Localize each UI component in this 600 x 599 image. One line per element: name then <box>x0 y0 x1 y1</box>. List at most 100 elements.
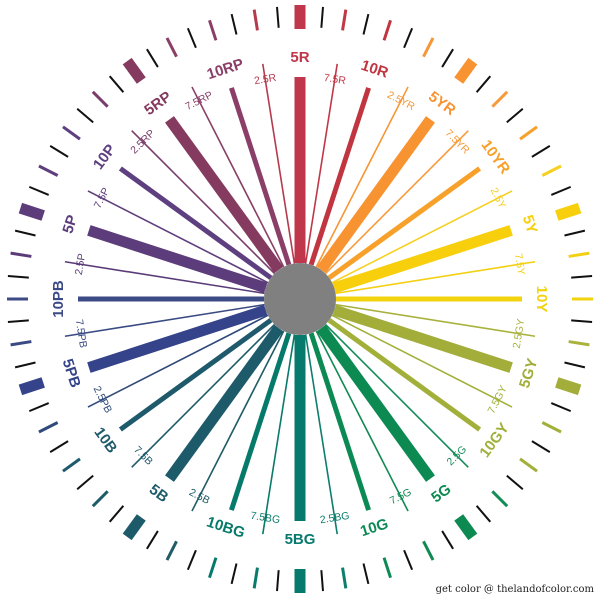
ring-tick <box>362 563 370 585</box>
hue-label-5yr: 5YR <box>425 88 459 119</box>
spoke-7-5b <box>131 323 276 468</box>
outer-hue-bar-5rp <box>122 57 146 84</box>
ring-tick <box>230 563 238 585</box>
spoke-10r <box>308 87 371 266</box>
spoke-5b <box>165 324 284 482</box>
spoke-2-5p <box>64 260 265 295</box>
hue-label-7-5r: 7.5R <box>323 72 347 87</box>
outer-hue-tick-2-5yr <box>422 37 435 58</box>
outer-hue-tick-7-5pb <box>10 340 32 347</box>
hue-label-5gy: 5GY <box>516 356 541 390</box>
hue-label-5rp: 5RP <box>141 88 175 119</box>
ring-tick <box>28 402 50 413</box>
ring-tick <box>475 505 492 523</box>
spoke-2-5b <box>191 330 285 512</box>
hue-label-10y: 10Y <box>533 286 550 313</box>
outer-hue-bar-5y <box>555 202 582 221</box>
outer-hue-tick-7-5bg <box>252 567 259 589</box>
ring-tick <box>441 48 454 68</box>
outer-hue-tick-7-5g <box>422 540 435 561</box>
outer-hue-tick-7-5b <box>91 490 109 508</box>
hue-label-5pb: 5PB <box>59 357 84 390</box>
spoke-7-5pb <box>64 303 265 338</box>
spoke-2-5g <box>324 323 469 468</box>
spoke-7-5yr <box>324 130 469 275</box>
spoke-7-5gy <box>331 314 513 408</box>
outer-hue-tick-2-5rp <box>91 90 109 108</box>
ring-tick <box>441 530 454 550</box>
hue-label-5y: 5Y <box>519 213 541 236</box>
spoke-7-5g <box>315 330 409 512</box>
outer-hue-tick-10r <box>382 19 392 41</box>
ring-tick <box>230 13 238 35</box>
ring-tick <box>28 185 50 196</box>
ring-tick <box>564 229 586 237</box>
ring-tick <box>531 440 551 453</box>
ring-tick <box>571 275 593 279</box>
outer-hue-tick-2-5r <box>252 9 259 31</box>
outer-hue-tick-10gy <box>519 457 538 473</box>
outer-hue-tick-7-5p <box>38 164 59 177</box>
hue-label-10p: 10P <box>90 141 119 173</box>
outer-hue-bar-5p <box>18 202 45 221</box>
ring-tick <box>531 145 551 158</box>
outer-hue-tick-2-5bg <box>341 567 348 589</box>
spoke-2-5r <box>261 63 296 264</box>
ring-tick <box>506 474 524 491</box>
ring-tick <box>320 570 324 592</box>
spoke-2-5rp <box>131 130 276 275</box>
hue-label-10bg: 10BG <box>204 514 247 542</box>
hue-label-10rp: 10RP <box>205 55 246 83</box>
outer-tick-ring <box>7 5 593 593</box>
ring-tick <box>108 505 125 523</box>
outer-hue-bar-5gy <box>555 377 582 396</box>
ring-tick <box>550 402 572 413</box>
spoke-7-5rp <box>191 86 285 268</box>
hue-label-10yr: 10YR <box>477 137 513 177</box>
hue-label-10pb: 10PB <box>50 280 67 318</box>
spoke-5y <box>332 225 513 294</box>
hue-label-7-5bg: 7.5BG <box>250 510 281 527</box>
hue-label-5g: 5G <box>428 481 454 507</box>
ring-tick <box>7 275 29 279</box>
ring-tick <box>403 549 414 571</box>
spoke-10gy <box>327 318 482 432</box>
spoke-2-5yr <box>315 86 409 268</box>
outer-hue-bar-5g <box>454 514 478 541</box>
hue-label-7-5p: 7.5P <box>92 186 113 211</box>
spoke-10rp <box>229 87 292 266</box>
hue-label-10g: 10G <box>358 515 390 540</box>
ring-tick <box>76 107 94 124</box>
outer-hue-tick-10yr <box>519 125 538 141</box>
spoke-5gy <box>332 304 513 373</box>
hue-label-5p: 5P <box>59 213 81 236</box>
spoke-10bg <box>229 332 292 511</box>
ring-tick <box>49 145 69 158</box>
ring-tick <box>564 361 586 369</box>
hue-label-2-5yr: 2.5YR <box>385 89 417 113</box>
hue-label-7-5pb: 7.5PB <box>73 319 89 349</box>
ring-tick <box>186 549 197 571</box>
outer-hue-tick-2-5g <box>491 490 509 508</box>
hue-label-2-5p: 2.5P <box>73 253 88 276</box>
outer-hue-bar-5pb <box>18 377 45 396</box>
hue-label-5r: 5R <box>290 49 309 66</box>
hue-label-5b: 5B <box>146 481 172 506</box>
spoke-2-5y <box>331 190 513 284</box>
outer-hue-tick-7-5rp <box>165 37 178 58</box>
hue-label-2-5pb: 2.5PB <box>91 384 115 415</box>
hue-label-7-5gy: 7.5GY <box>486 384 510 416</box>
hue-label-2-5bg: 2.5BG <box>319 510 350 527</box>
outer-hue-tick-7-5gy <box>541 421 562 434</box>
ring-tick <box>76 474 94 491</box>
ring-tick <box>146 530 159 550</box>
hue-label-10r: 10R <box>359 57 391 82</box>
spoke-5pb <box>87 304 268 373</box>
ring-tick <box>186 27 197 49</box>
ring-tick <box>146 48 159 68</box>
spoke-10p <box>118 166 273 280</box>
outer-hue-bar-5yr <box>454 57 478 84</box>
ring-tick <box>506 107 524 124</box>
outer-hue-tick-10b <box>62 457 81 473</box>
